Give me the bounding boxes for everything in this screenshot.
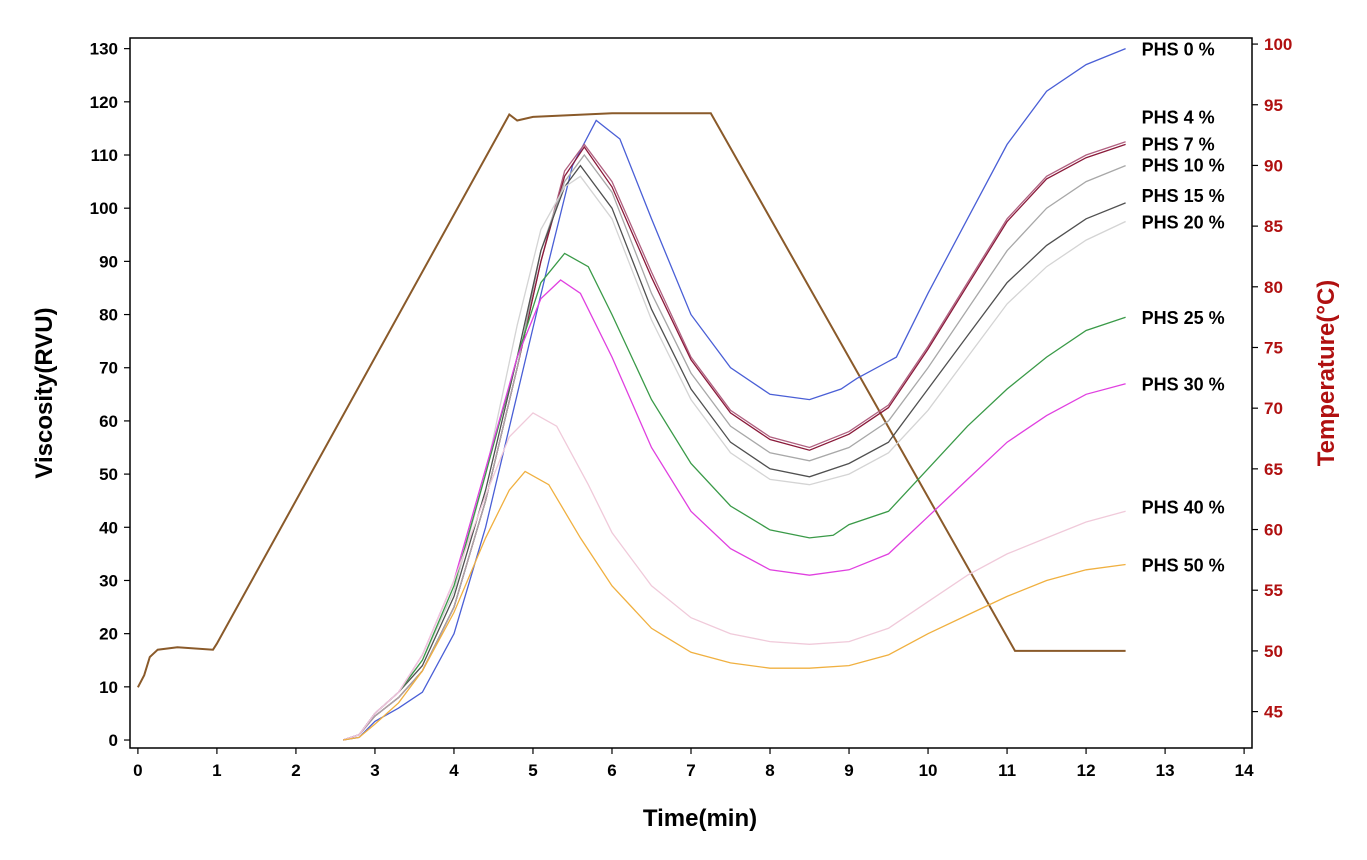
y-tick-label: 30 — [99, 571, 118, 590]
y2-tick-label: 85 — [1264, 217, 1283, 236]
series-labels: PHS 0 % PHS 4 % PHS 7 %PHS 10 % PHS 15 % PHS… — [1142, 40, 1225, 576]
y2-tick-label: 50 — [1264, 642, 1283, 661]
y-tick-label: 60 — [99, 412, 118, 431]
x-tick-label: 9 — [844, 761, 853, 780]
x-axis-title: Time(min) — [643, 805, 757, 832]
series-label: PHS 0 % — [1142, 40, 1215, 60]
y-tick-label: 40 — [99, 518, 118, 537]
y-tick-label: 10 — [99, 678, 118, 697]
series-line — [343, 47, 1126, 741]
x-tick-label: 2 — [291, 761, 300, 780]
y-tick-label: 120 — [90, 93, 118, 112]
y2-tick-label: 55 — [1264, 581, 1283, 600]
y-tick-label: 70 — [99, 359, 118, 378]
y-tick-label: 130 — [90, 40, 118, 59]
series-label: PHS 7 % — [1142, 134, 1215, 154]
x-tick-label: 13 — [1156, 761, 1175, 780]
y2-axis-title: Temperature(°C) — [1313, 280, 1340, 467]
series-line — [343, 252, 1126, 741]
temperature-curve — [137, 112, 1126, 688]
x-tick-label: 6 — [607, 761, 616, 780]
series-line — [343, 164, 1126, 741]
x-tick-label: 3 — [370, 761, 379, 780]
y-tick-label: 80 — [99, 306, 118, 325]
x-tick-label: 1 — [212, 761, 221, 780]
x-tick-label: 4 — [449, 761, 459, 780]
y-tick-label: 100 — [90, 199, 118, 218]
series-line — [343, 279, 1126, 741]
x-tick-label: 8 — [765, 761, 774, 780]
y2-tick-label: 95 — [1264, 96, 1283, 115]
x-tick-label: 12 — [1077, 761, 1096, 780]
x-tick-label: 0 — [133, 761, 142, 780]
y-tick-label: 110 — [91, 146, 118, 165]
series-label: PHS 30 % — [1142, 375, 1225, 395]
y-axis-title: Viscosity(RVU) — [31, 307, 58, 478]
series-label: PHS 4 % — [1142, 108, 1215, 128]
series-line — [343, 412, 1126, 741]
y-tick-label: 0 — [109, 731, 118, 750]
temperature-line — [137, 112, 1126, 688]
series-label: PHS 15 % — [1142, 186, 1225, 206]
series-label: PHS 50 % — [1142, 556, 1225, 576]
series-line — [343, 153, 1126, 741]
y2-tick-label: 75 — [1264, 338, 1283, 357]
y2-tick-label: 90 — [1264, 156, 1283, 175]
series-label: PHS 40 % — [1142, 497, 1225, 517]
plot-frame — [129, 37, 1253, 749]
axis-ticks: 0 1 2 3 4 5 6 7 8 9 10 11 12 13 1401020304050607080901… — [90, 35, 1293, 780]
series-line — [343, 175, 1126, 741]
y-tick-label: 90 — [99, 252, 118, 271]
series-line — [343, 470, 1126, 741]
y-tick-label: 20 — [99, 625, 118, 644]
y2-tick-label: 70 — [1264, 399, 1283, 418]
x-tick-label: 14 — [1235, 761, 1254, 780]
series-label: PHS 20 % — [1142, 212, 1225, 232]
y2-tick-label: 100 — [1264, 35, 1292, 54]
y2-tick-label: 65 — [1264, 460, 1283, 479]
x-tick-label: 7 — [686, 761, 695, 780]
viscosity-series — [343, 47, 1126, 741]
x-tick-label: 5 — [528, 761, 537, 780]
y2-tick-label: 80 — [1264, 278, 1283, 297]
y2-tick-label: 60 — [1264, 521, 1283, 540]
series-label: PHS 10 % — [1142, 156, 1225, 176]
y-tick-label: 50 — [99, 465, 118, 484]
x-tick-label: 11 — [998, 761, 1016, 780]
x-tick-label: 10 — [919, 761, 938, 780]
series-label: PHS 25 % — [1142, 308, 1225, 328]
y2-tick-label: 45 — [1264, 703, 1283, 722]
